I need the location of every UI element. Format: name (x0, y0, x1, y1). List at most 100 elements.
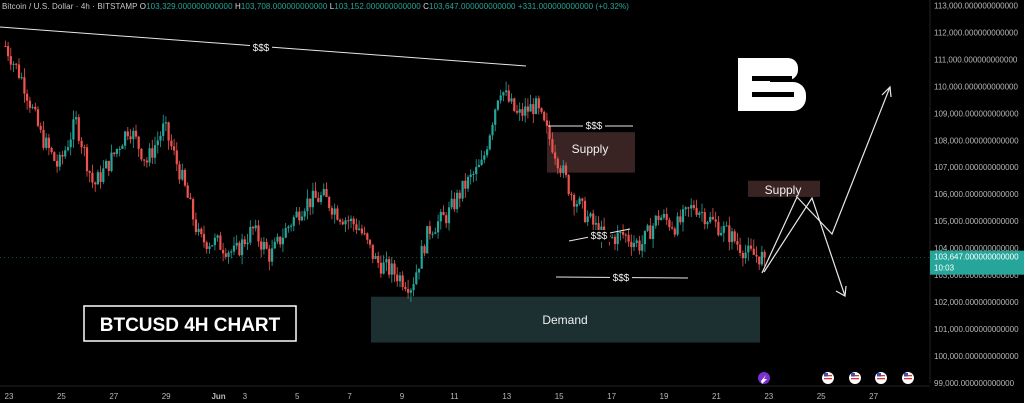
price-tick-label: 103,000.000000000000 (934, 271, 1019, 280)
candle-body (668, 219, 671, 228)
candle-body (733, 231, 736, 242)
candle-body (53, 152, 56, 161)
liquidity-label-supply: $$$ (586, 121, 603, 132)
current-price-tag (930, 250, 1024, 275)
candle-body (573, 195, 576, 207)
logo-icon (738, 58, 806, 111)
candle-body (352, 218, 355, 225)
candle-body (529, 104, 532, 112)
candle-body (551, 139, 554, 153)
candle-body (314, 190, 317, 198)
candle-body (437, 221, 440, 233)
candle-body (7, 46, 10, 57)
candle-body (260, 241, 263, 250)
candle-body (423, 246, 426, 254)
candle-body (505, 90, 508, 93)
candle-body (164, 122, 167, 124)
candle-body (208, 246, 211, 249)
candle-body (129, 136, 132, 140)
time-tick-label: 23 (764, 392, 773, 401)
candle-body (126, 131, 129, 137)
time-tick-label: 5 (295, 392, 300, 401)
candle-body (475, 167, 478, 174)
candle-body (102, 168, 105, 182)
candle-body (243, 239, 246, 245)
flag-canton (824, 373, 828, 377)
candle-body (121, 145, 124, 149)
candle-body (461, 180, 464, 199)
candle-body (330, 208, 333, 215)
candle-body (758, 256, 761, 265)
candle-body (575, 204, 578, 207)
candle-body (698, 212, 701, 215)
candle-body (235, 242, 238, 246)
candle-body (581, 198, 584, 201)
candle-body (374, 256, 377, 259)
candle-body (249, 226, 252, 243)
price-tick-label: 102,000.000000000000 (934, 298, 1019, 307)
low-value: 103,152.000000000000 (334, 2, 421, 11)
price-tick-label: 111,000.000000000000 (934, 55, 1018, 64)
candle-body (583, 200, 587, 222)
candle-body (363, 233, 366, 235)
candle-body (532, 104, 535, 114)
candle-body (241, 239, 244, 256)
candle-body (94, 182, 97, 185)
candle-body (747, 245, 750, 253)
candle-body (749, 245, 753, 249)
candle-body (632, 243, 636, 248)
candle-body (9, 56, 12, 65)
candle-body (211, 245, 214, 247)
candle-body (317, 197, 320, 202)
candle-body (763, 251, 766, 258)
current-price-value: 103,647.000000000000 (934, 253, 1019, 262)
candle-body (222, 249, 225, 254)
candle-body (619, 232, 622, 233)
candle-body (755, 254, 758, 257)
candle-body (739, 244, 742, 253)
candle-body (232, 245, 236, 252)
candle-body (407, 289, 410, 293)
candle-body (513, 98, 516, 111)
candle-body (257, 225, 260, 242)
candle-body (265, 242, 268, 249)
candle-body (341, 221, 344, 225)
candle-body (134, 130, 138, 137)
candle-body (377, 256, 380, 263)
flag-stripe (851, 378, 859, 380)
candle-body (728, 225, 731, 243)
candle-body (167, 122, 170, 141)
candle-body (355, 224, 358, 230)
candle-body (662, 214, 665, 218)
candle-body (417, 268, 421, 273)
candle-body (254, 225, 257, 229)
candle-body (736, 241, 739, 245)
candle-body (676, 216, 679, 235)
candle-body (181, 169, 184, 180)
high-label: H (234, 2, 241, 11)
candle-body (398, 275, 402, 282)
open-value: 103,329.000000000000 (146, 2, 233, 11)
candle-body (162, 123, 165, 136)
candle-body (741, 253, 744, 259)
candle-body (339, 219, 342, 222)
time-tick-label: 11 (450, 392, 459, 401)
candle-body (404, 286, 407, 289)
candle-body (627, 234, 630, 242)
candle-body (300, 216, 304, 221)
candle-body (690, 205, 693, 209)
candle-body (80, 140, 83, 148)
candle-body (26, 93, 29, 101)
candle-body (268, 248, 271, 262)
candle-body (616, 232, 619, 245)
candle-body (652, 225, 655, 239)
candle-body (684, 207, 687, 210)
candle-body (194, 219, 197, 232)
candle-body (643, 230, 646, 245)
candle-body (115, 149, 118, 154)
candle-body (543, 111, 546, 121)
candle-body (450, 198, 453, 208)
candle-body (88, 171, 91, 173)
candle-body (540, 108, 543, 112)
